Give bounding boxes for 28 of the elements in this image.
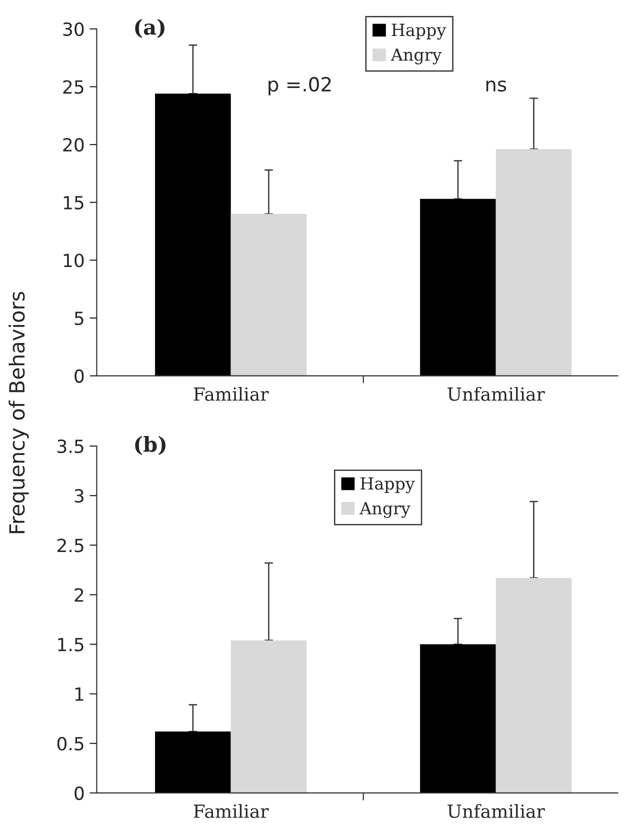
y-tick-label: 2.5	[58, 538, 84, 552]
y-tick-label: 20	[63, 138, 84, 152]
y-tick-label: 0	[74, 369, 84, 383]
y-tick-label: 1	[75, 688, 84, 701]
annotation: p =.02	[268, 76, 331, 96]
x-tick-label: Familiar	[194, 804, 269, 818]
legend-label: Angry	[390, 48, 442, 64]
y-axis-title: Frequency of Behaviors	[8, 292, 29, 534]
y-tick-label: 15	[64, 196, 84, 210]
y-tick-label: 1.5	[58, 638, 84, 652]
annotation: ns	[486, 80, 506, 92]
legend-label: Happy	[392, 24, 446, 40]
y-tick-label: 3.5	[58, 440, 84, 454]
x-tick-label: Unfamiliar	[448, 386, 545, 401]
x-tick-label: Familiar	[194, 386, 269, 401]
y-tick-label: 2	[74, 588, 84, 602]
x-tick-label: Unfamiliar	[448, 804, 545, 818]
annotation: (b)	[135, 436, 166, 456]
y-tick-label: 10	[64, 254, 84, 268]
y-tick-label: 25	[63, 80, 84, 94]
y-tick-label: 5	[74, 312, 84, 326]
legend-label: Angry	[360, 502, 410, 518]
annotation: (a)	[135, 18, 164, 38]
legend-label: Happy	[360, 477, 415, 494]
y-tick-label: 0.5	[57, 736, 84, 751]
y-tick-label: 30	[63, 22, 84, 36]
y-tick-label: 3	[74, 489, 84, 503]
y-tick-label: 0	[74, 786, 84, 800]
